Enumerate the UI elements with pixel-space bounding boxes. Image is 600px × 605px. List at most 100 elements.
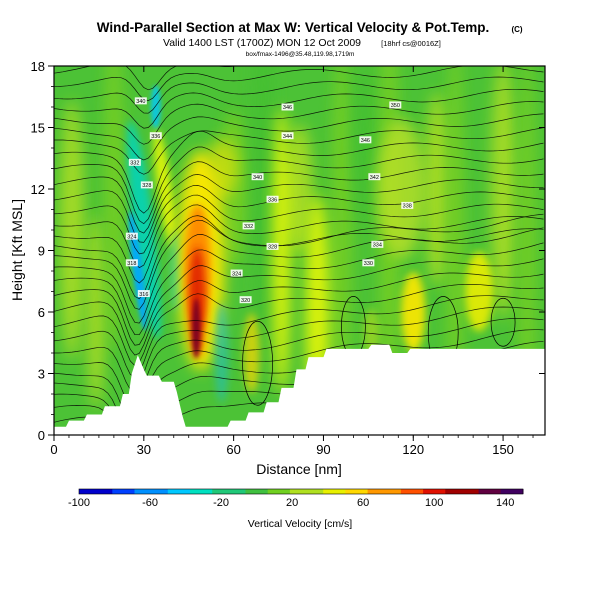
x-tick-label: 150: [492, 442, 514, 457]
chart-subtitle-line2: box/fmax-1496@35.48,119.98,1719m: [246, 51, 355, 58]
isentrope-label-box: [230, 269, 243, 277]
isentrope-label-text: 340: [253, 175, 262, 181]
colorbar-segment: [223, 489, 235, 494]
isentrope-label-text: 336: [268, 197, 277, 203]
isentrope-label: 324: [125, 232, 138, 240]
isentrope-labels: 340 336 332 328 324 318 316 346 344 340 336 332 328 3…: [125, 97, 414, 304]
colorbar-segment: [212, 489, 224, 494]
isentrope-label-text: 342: [370, 175, 379, 181]
colorbar-segment: [323, 489, 335, 494]
x-tick-label: 120: [402, 442, 424, 457]
colorbar-segment: [245, 489, 258, 494]
isentrope-label-text: 330: [364, 261, 373, 267]
colorbar-segment: [178, 489, 191, 494]
isentrope-label-box: [125, 259, 138, 267]
colorbar-segment: [134, 489, 147, 494]
colorbar-segment: [378, 489, 391, 494]
field-streak: [272, 107, 291, 394]
isentrope-label: 336: [266, 195, 279, 203]
isentrope-line: [54, 215, 544, 300]
chart-subtitle-note: [18hrf cs@0016Z]: [381, 39, 441, 48]
colorbar-segment: [278, 489, 291, 494]
downdraft-region: [127, 120, 161, 340]
isentrope-line: [54, 272, 544, 356]
isentrope-label: 318: [125, 259, 138, 267]
colorbar-segment: [201, 489, 213, 494]
x-tick-label: 90: [316, 442, 330, 457]
chart-subtitle-line1: Valid 1400 LST (1700Z) MON 12 Oct 2009: [163, 37, 361, 49]
colorbar-segment: [456, 489, 468, 494]
isentrope-label-box: [242, 222, 255, 230]
colorbar-segment: [345, 489, 357, 494]
updraft-region: [243, 313, 260, 393]
isentrope-label-box: [266, 242, 279, 250]
isentrope-label-text: 350: [391, 103, 400, 109]
y-axis-label: Height [Kft MSL]: [9, 199, 25, 301]
isentrope-label-box: [389, 101, 402, 109]
field-streak: [363, 308, 380, 357]
isentrope-label-box: [149, 132, 162, 140]
isentrope-line: [54, 130, 544, 214]
colorbar-segment: [90, 489, 102, 494]
downdraft-core: [128, 211, 147, 331]
isentrope-line: [54, 127, 544, 175]
isentrope-label: 346: [359, 136, 372, 144]
colorbar-segment: [445, 489, 457, 494]
isentrope-line: [54, 66, 239, 91]
isentrope-label: 320: [239, 296, 252, 304]
isentrope-label-box: [359, 136, 372, 144]
x-tick-label: 30: [137, 442, 151, 457]
isentrope-label-box: [137, 290, 150, 298]
isentrope-label: 342: [368, 173, 381, 181]
isentrope-line: [54, 242, 544, 336]
colorbar-segment: [167, 489, 180, 494]
x-tick-label: 60: [226, 442, 240, 457]
y-axis: 0 3 6 9 12 15 18: [31, 59, 545, 443]
isentrope-line: [54, 146, 544, 225]
field-streak: [86, 214, 105, 410]
colorbar-segment: [101, 489, 113, 494]
y-tick-label: 0: [38, 428, 45, 443]
colorbar-label: Vertical Velocity [cm/s]: [248, 518, 353, 530]
field-streak: [103, 66, 125, 352]
isentrope-label-box: [281, 103, 294, 111]
colorbar-segment: [190, 489, 202, 494]
colorbar-frame: [78, 488, 524, 495]
isentrope-label-box: [239, 296, 252, 304]
isentrope-label-box: [251, 173, 264, 181]
isentrope-label: 344: [281, 132, 294, 140]
downdraft-region: [214, 303, 229, 403]
isentrope-label-text: 332: [130, 161, 139, 167]
colorbar-segment: [434, 489, 446, 494]
isentrope-label-text: 340: [136, 99, 145, 105]
colorbar-segment: [334, 489, 346, 494]
isentrope-label-text: 324: [232, 271, 241, 277]
isentrope-label: 338: [401, 201, 414, 210]
isentrope-label: 336: [149, 132, 162, 140]
isentrope-label-box: [362, 259, 375, 267]
isentrope-label-text: 346: [283, 105, 292, 111]
isentrope-label: 330: [362, 259, 375, 267]
field-streak: [401, 272, 426, 352]
colorbar-segment: [267, 489, 280, 494]
isentrope-label-box: [134, 97, 147, 105]
colorbar-segment: [112, 489, 124, 494]
colorbar-tick-label: 60: [357, 497, 369, 509]
isentrope-label-text: 332: [244, 224, 253, 230]
isentrope-label-text: 328: [268, 245, 277, 251]
colorbar-segment: [500, 489, 513, 494]
colorbar-segment: [389, 489, 402, 494]
isentrope-label: 350: [389, 101, 402, 109]
isentrope-label-box: [371, 240, 384, 248]
field-streak: [425, 91, 450, 287]
isentrope-line: [54, 76, 544, 114]
colorbar-segment: [478, 489, 491, 494]
isentrope-label-text: 338: [403, 204, 412, 210]
isentrope-line: [242, 320, 273, 406]
isentrope-line: [54, 258, 544, 346]
colorbar-ticks: -100 -60 -20 20 60 100 140: [68, 497, 514, 509]
y-tick-label: 6: [38, 305, 45, 320]
colorbar-segment: [156, 489, 169, 494]
colorbar-segment: [412, 489, 424, 494]
isentrope-line: [54, 161, 544, 234]
